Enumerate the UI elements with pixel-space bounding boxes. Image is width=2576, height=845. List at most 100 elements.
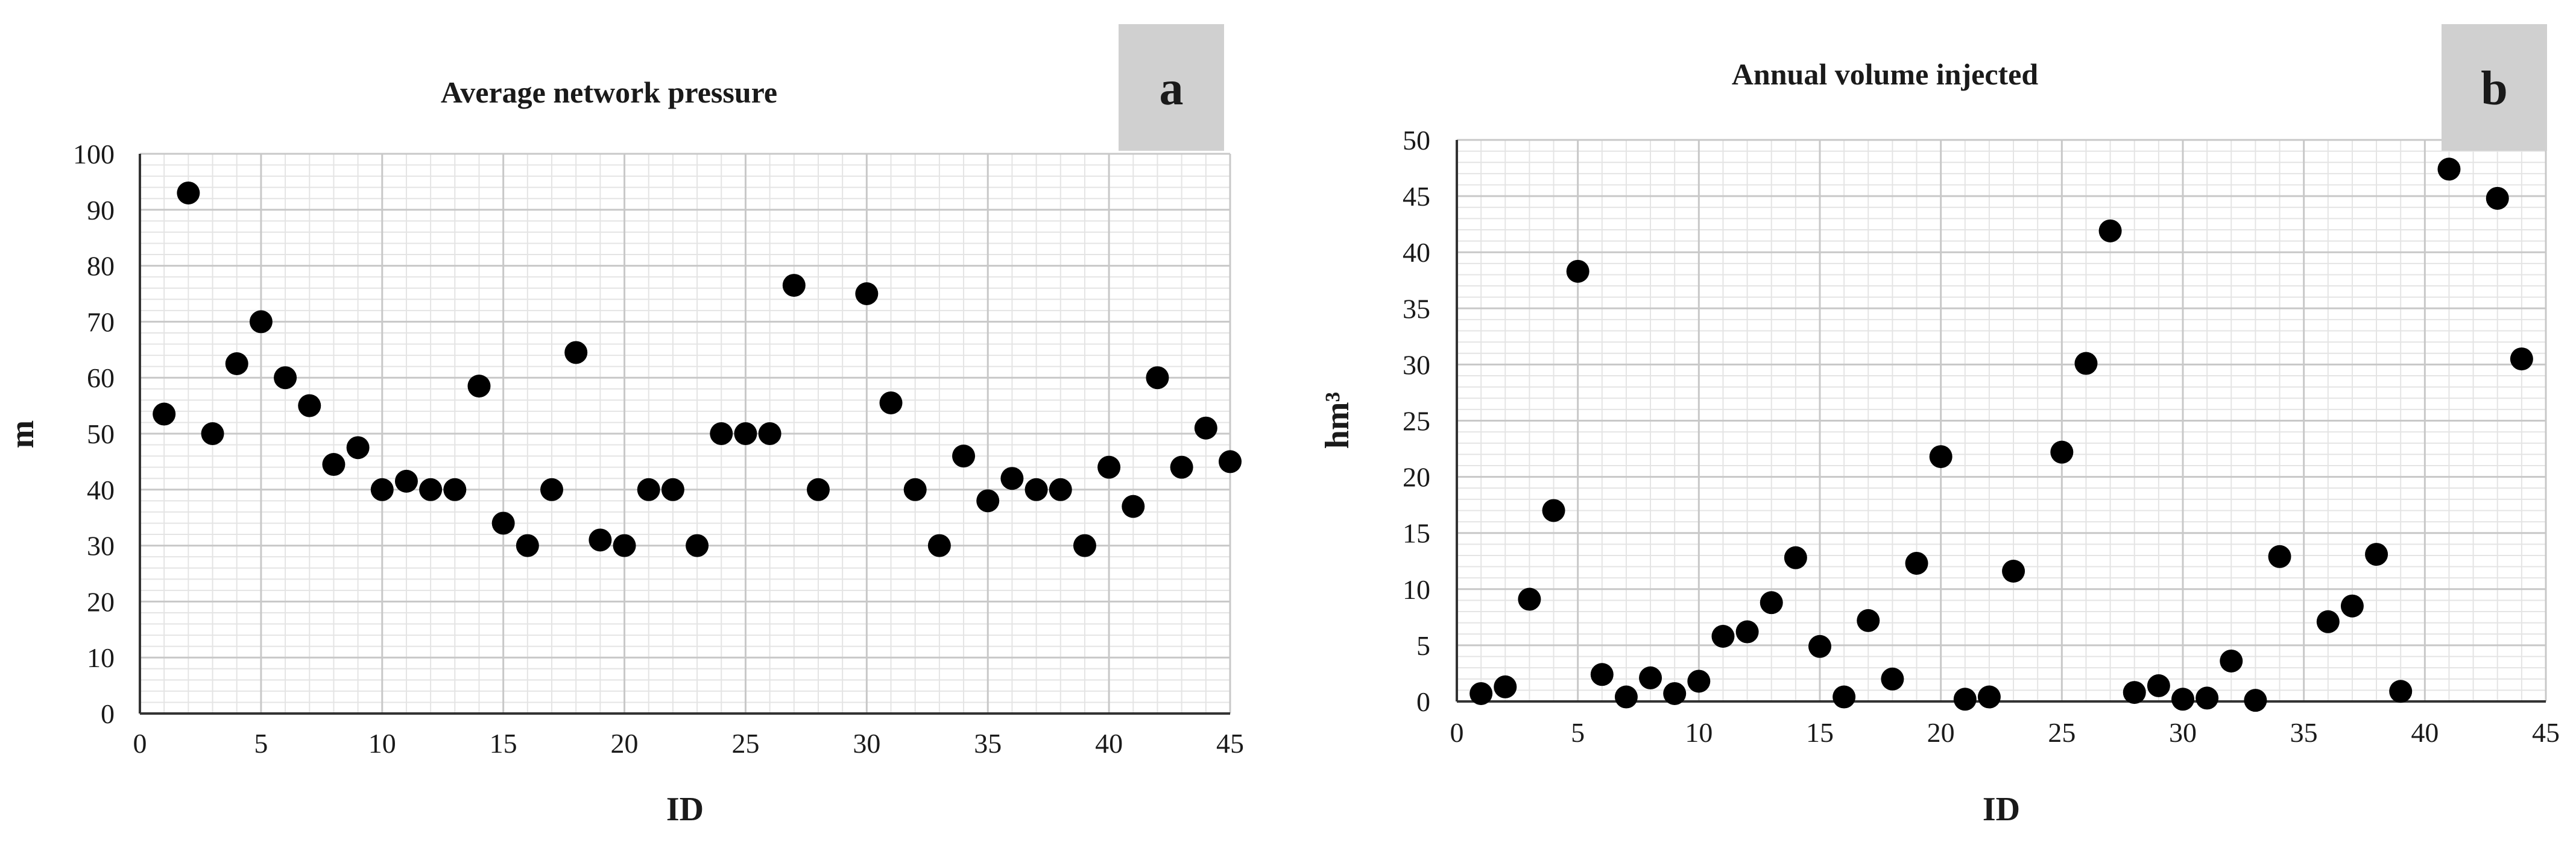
y-tick-label: 40 [87,475,115,505]
y-axis-label: hm³ [1319,392,1356,449]
data-point [1833,685,1856,709]
data-point [1097,455,1121,479]
axes [139,154,1230,715]
data-point [201,422,224,445]
data-point [1470,682,1493,705]
data-point [491,511,515,535]
tick-labels: 0 5 10 15 20 25 30 35 40 45 0 10 20 30 40 50 60 70 80 90 100 [73,139,1244,759]
data-point [2002,560,2025,583]
data-point [443,478,467,501]
x-tick-label: 20 [611,728,639,759]
y-tick-label: 5 [1416,630,1430,661]
x-tick-label: 0 [133,728,147,759]
data-point [1518,587,1541,611]
x-axis-label: ID [1983,791,2020,828]
data-point [1073,534,1096,557]
data-point [2074,352,2098,375]
data-point [1566,259,1589,283]
data-point [2244,689,2267,712]
x-tick-label: 10 [1685,717,1713,748]
data-point [516,534,539,557]
data-point [2268,545,2291,568]
data-point [734,422,757,445]
y-tick-label: 100 [73,139,115,169]
chart-panel-b: 0 5 10 15 20 25 30 35 40 45 0 5 10 15 20 25 30 35 40 45 50 b… [1288,0,2576,845]
data-point [927,534,951,557]
y-tick-label: 10 [87,642,115,673]
data-point [589,528,612,552]
data-point [1194,416,1217,440]
data-point [1663,682,1687,705]
data-point [1953,688,1977,711]
data-point [1049,478,1072,501]
data-point [1857,609,1880,632]
panel-badge [1119,24,1224,151]
data-point [2510,347,2533,371]
data-point [394,469,418,493]
data-point [346,436,370,460]
x-tick-label: 30 [2169,717,2197,748]
data-point [2123,681,2146,704]
data-point [1219,450,1242,473]
data-point [225,352,248,375]
x-tick-label: 0 [1450,717,1464,748]
data-point [2389,680,2413,703]
x-tick-label: 10 [368,728,396,759]
y-tick-label: 70 [87,306,115,337]
panel-badge [2442,24,2547,151]
y-tick-label: 60 [87,362,115,393]
data-points [1470,157,2533,712]
data-point [1542,499,1565,522]
data-point [1122,495,1145,518]
x-tick-label: 25 [731,728,759,759]
data-point [1614,685,1638,709]
data-point [976,489,1000,513]
y-tick-label: 20 [1403,462,1430,493]
data-point [2147,674,2170,697]
x-tick-label: 45 [2532,717,2560,748]
data-point [758,422,781,445]
y-tick-label: 45 [1403,181,1430,212]
scatter-chart-a: 0 5 10 15 20 25 30 35 40 45 0 10 20 30 40 50 60 70 80 90 100… [4,24,1244,828]
data-point [419,478,443,501]
panel-badge-label: b [2481,62,2508,115]
y-tick-label: 25 [1403,406,1430,437]
data-point [564,341,588,364]
chart-title: Annual volume injected [1732,57,2039,91]
data-point [2050,440,2074,464]
data-point [2437,157,2461,181]
y-axis-label: m [4,420,41,449]
data-point [2316,610,2340,633]
y-tick-label: 50 [1403,125,1430,156]
tick-labels: 0 5 10 15 20 25 30 35 40 45 0 5 10 15 20 25 30 35 40 45 50 [1403,125,2560,748]
data-point [1687,669,1711,693]
data-point [1760,591,1783,615]
y-tick-label: 10 [1403,574,1430,605]
data-point [1000,467,1024,490]
x-tick-label: 15 [490,728,517,759]
data-point [2098,219,2122,242]
axes [1456,140,2546,703]
x-tick-label: 35 [974,728,1002,759]
y-tick-label: 0 [101,698,115,729]
data-point [1977,685,2001,709]
data-point [1170,455,1193,479]
scatter-chart-b: 0 5 10 15 20 25 30 35 40 45 0 5 10 15 20 25 30 35 40 45 50 b… [1319,24,2560,828]
y-tick-label: 50 [87,419,115,449]
data-point [1639,666,1662,689]
data-point [2171,688,2194,711]
data-point [467,375,491,398]
data-point [879,391,903,414]
x-tick-label: 5 [1571,717,1585,748]
data-point [782,274,806,297]
y-tick-label: 80 [87,251,115,282]
y-tick-label: 35 [1403,293,1430,324]
data-point [2196,686,2219,710]
data-point [322,453,346,476]
major-grid [139,153,1231,715]
data-point [806,478,830,501]
data-point [952,445,976,468]
data-point [1784,546,1807,569]
y-tick-label: 40 [1403,237,1430,268]
data-point [1808,635,1831,658]
